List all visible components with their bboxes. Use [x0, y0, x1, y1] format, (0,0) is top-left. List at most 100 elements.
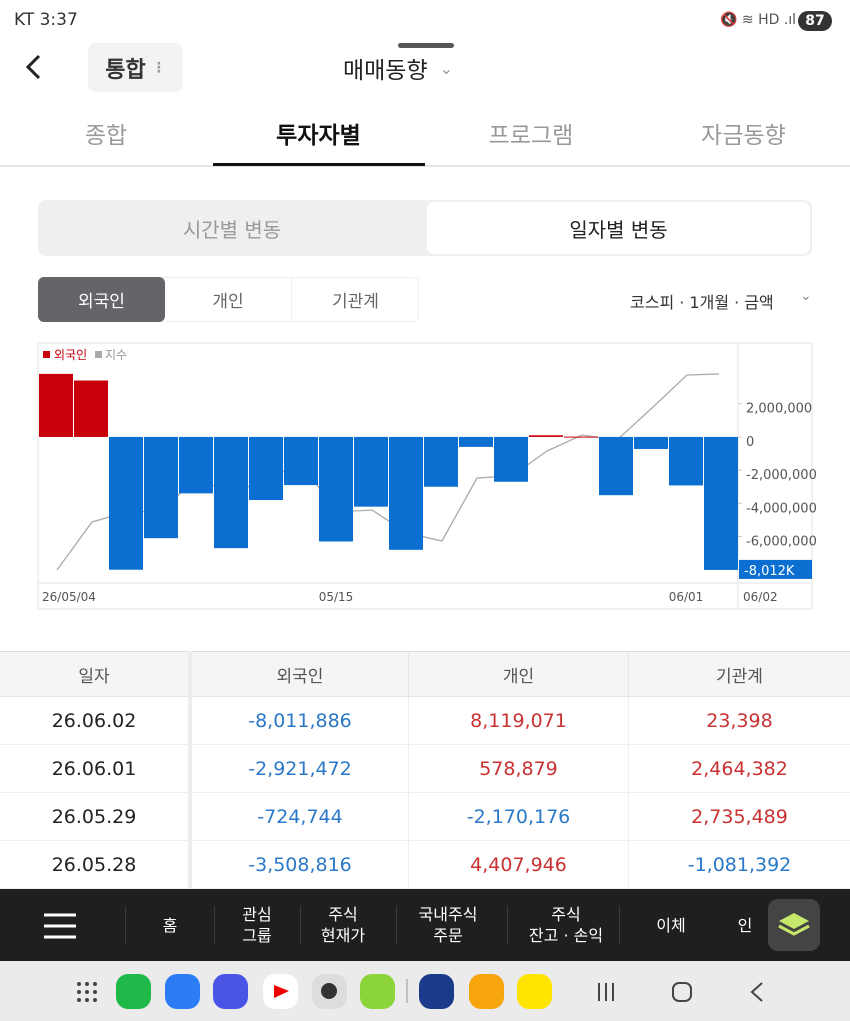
menu-icon[interactable] [44, 913, 76, 939]
table-cell: -724,744 [257, 806, 343, 828]
nav-label: 잔고 · 손익 [528, 926, 604, 945]
bar [529, 435, 563, 437]
table-cell: 23,398 [628, 697, 850, 745]
table-cell: 26.05.29 [51, 806, 137, 828]
y-tick-label: 0 [746, 435, 754, 450]
bar [109, 436, 143, 570]
table-cell: -8,011,886 [248, 710, 352, 732]
table-cell: 578,879 [408, 745, 628, 793]
nav-item[interactable]: 주식 잔고 · 손익 [506, 889, 626, 961]
bar [424, 436, 458, 487]
status-time: KT 3:37 [14, 10, 78, 30]
table-cell: -2,921,472 [248, 758, 352, 780]
bar [704, 436, 738, 570]
row-line [0, 888, 850, 889]
legend-swatch [43, 351, 50, 358]
nav-divider [395, 906, 397, 944]
table-header: 외국인 [276, 666, 324, 687]
bar [214, 436, 248, 549]
table-cell: 8,119,071 [408, 697, 628, 745]
legend-label: 외국인 [54, 348, 87, 362]
nav-label: 관심 [242, 905, 272, 924]
nav-divider [618, 906, 620, 944]
y-tick-label: 2,000,000 [746, 402, 812, 417]
table-cell: -1,081,392 [628, 841, 850, 889]
y-tick-label: -6,000,000 [746, 535, 817, 550]
chart-frame [37, 342, 813, 610]
legend-swatch [95, 351, 102, 358]
nav-item[interactable]: 이체 [611, 889, 731, 961]
y-tick-label: -2,000,000 [746, 468, 817, 483]
nav-label: 국내주식 [418, 905, 478, 924]
handle [398, 43, 454, 48]
nav-label: 인 [737, 915, 753, 935]
bar [284, 436, 318, 486]
layer-button[interactable] [768, 899, 820, 951]
bar [669, 436, 703, 486]
tab[interactable]: 프로그램 [488, 122, 574, 149]
tab[interactable]: 종합 [84, 122, 128, 149]
nav-label: 현재가 [320, 926, 366, 945]
title: 매매동향 [342, 58, 428, 84]
segment-item[interactable]: 일자별 변동 [427, 202, 810, 254]
table-cell: 2,464,382 [628, 745, 850, 793]
nav-label: 홈 [162, 915, 178, 935]
row-line [0, 744, 850, 745]
nav-label: 그룹 [242, 926, 272, 945]
bar [494, 436, 528, 482]
bar [389, 436, 423, 550]
filter[interactable]: 개인 [165, 277, 292, 322]
pill-label: 통합 [105, 57, 146, 83]
pill[interactable]: 통합 ⋮ [88, 43, 183, 92]
table-cell: 2,735,489 [628, 793, 850, 841]
segment-item[interactable]: 시간별 변동 [182, 217, 282, 242]
battery: 87 [798, 11, 832, 31]
bar [39, 373, 73, 437]
options[interactable]: 코스피 · 1개월 · 금액 [630, 293, 774, 312]
current-label-box [739, 559, 812, 579]
nav-divider [125, 906, 126, 944]
tab[interactable]: 투자자별 [276, 122, 361, 149]
bar [354, 436, 388, 507]
col-divider [188, 651, 192, 889]
bar [74, 380, 108, 437]
tab[interactable]: 자금동향 [701, 122, 786, 149]
bar [144, 436, 178, 539]
nav-label: 주식 [328, 905, 358, 924]
nav-label: 주문 [433, 926, 463, 945]
filter[interactable]: 기관계 [332, 292, 379, 312]
bar [179, 436, 213, 494]
table-cell: -3,508,816 [248, 854, 352, 876]
table-cell: 26.06.01 [51, 758, 137, 780]
x-tick-label: 05/15 [319, 590, 354, 604]
header-title[interactable]: 매매동향 ⌄ [300, 48, 496, 88]
table-cell: 26.06.02 [51, 710, 137, 732]
row-line [0, 840, 850, 841]
x-tick-label: 26/05/04 [42, 590, 96, 604]
options-chevron: ⌄ [800, 288, 812, 304]
bar [319, 436, 353, 542]
x-tick-label: 06/01 [669, 590, 704, 604]
status-icons: 🔇 ≋ HD .ıl [720, 12, 797, 28]
table-cell: -2,170,176 [408, 793, 628, 841]
divider [0, 165, 850, 167]
table-header-bg [0, 651, 850, 697]
nav-item[interactable]: 인 [685, 889, 805, 961]
x-tick-label: 06/02 [743, 590, 778, 604]
bottom-nav [0, 889, 850, 961]
table-cell: 4,407,946 [408, 841, 628, 889]
back-button[interactable] [20, 52, 48, 82]
nav-divider [300, 906, 301, 944]
current-label: -8,012K [744, 564, 795, 579]
tab-underline [213, 163, 425, 166]
bar [249, 436, 283, 501]
nav-label: 이체 [656, 915, 686, 935]
filter[interactable]: 외국인 [38, 277, 165, 322]
bar [564, 436, 598, 438]
nav-item[interactable]: 홈 [110, 889, 230, 961]
bar [459, 436, 493, 447]
